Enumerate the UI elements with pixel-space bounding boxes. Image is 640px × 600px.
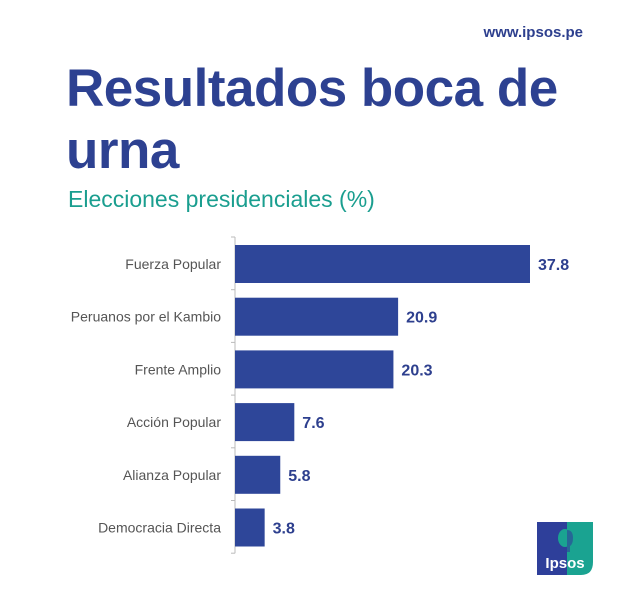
bar	[235, 350, 394, 389]
category-label: Fuerza Popular	[125, 256, 221, 272]
category-label: Democracia Directa	[98, 520, 221, 536]
data-label: 20.3	[401, 362, 432, 379]
website-url: www.ipsos.pe	[483, 24, 583, 41]
bar	[235, 403, 295, 442]
category-label: Alianza Popular	[123, 467, 221, 483]
ipsos-logo: Ipsos	[537, 522, 593, 575]
category-label: Frente Amplio	[135, 361, 222, 377]
chart-title: Resultados boca de urna	[66, 59, 558, 180]
category-label: Peruanos por el Kambio	[71, 309, 221, 325]
data-label: 5.8	[288, 468, 310, 485]
chart-subtitle: Elecciones presidenciales (%)	[68, 186, 375, 212]
svg-text:Ipsos: Ipsos	[545, 555, 584, 572]
data-label: 37.8	[538, 257, 569, 274]
data-label: 20.9	[406, 310, 437, 327]
bar	[235, 297, 399, 336]
bar	[235, 245, 530, 283]
bar	[235, 508, 265, 547]
data-label: 7.6	[302, 415, 324, 432]
bar	[235, 455, 281, 494]
data-label: 3.8	[273, 521, 295, 538]
category-label: Acción Popular	[127, 414, 222, 430]
